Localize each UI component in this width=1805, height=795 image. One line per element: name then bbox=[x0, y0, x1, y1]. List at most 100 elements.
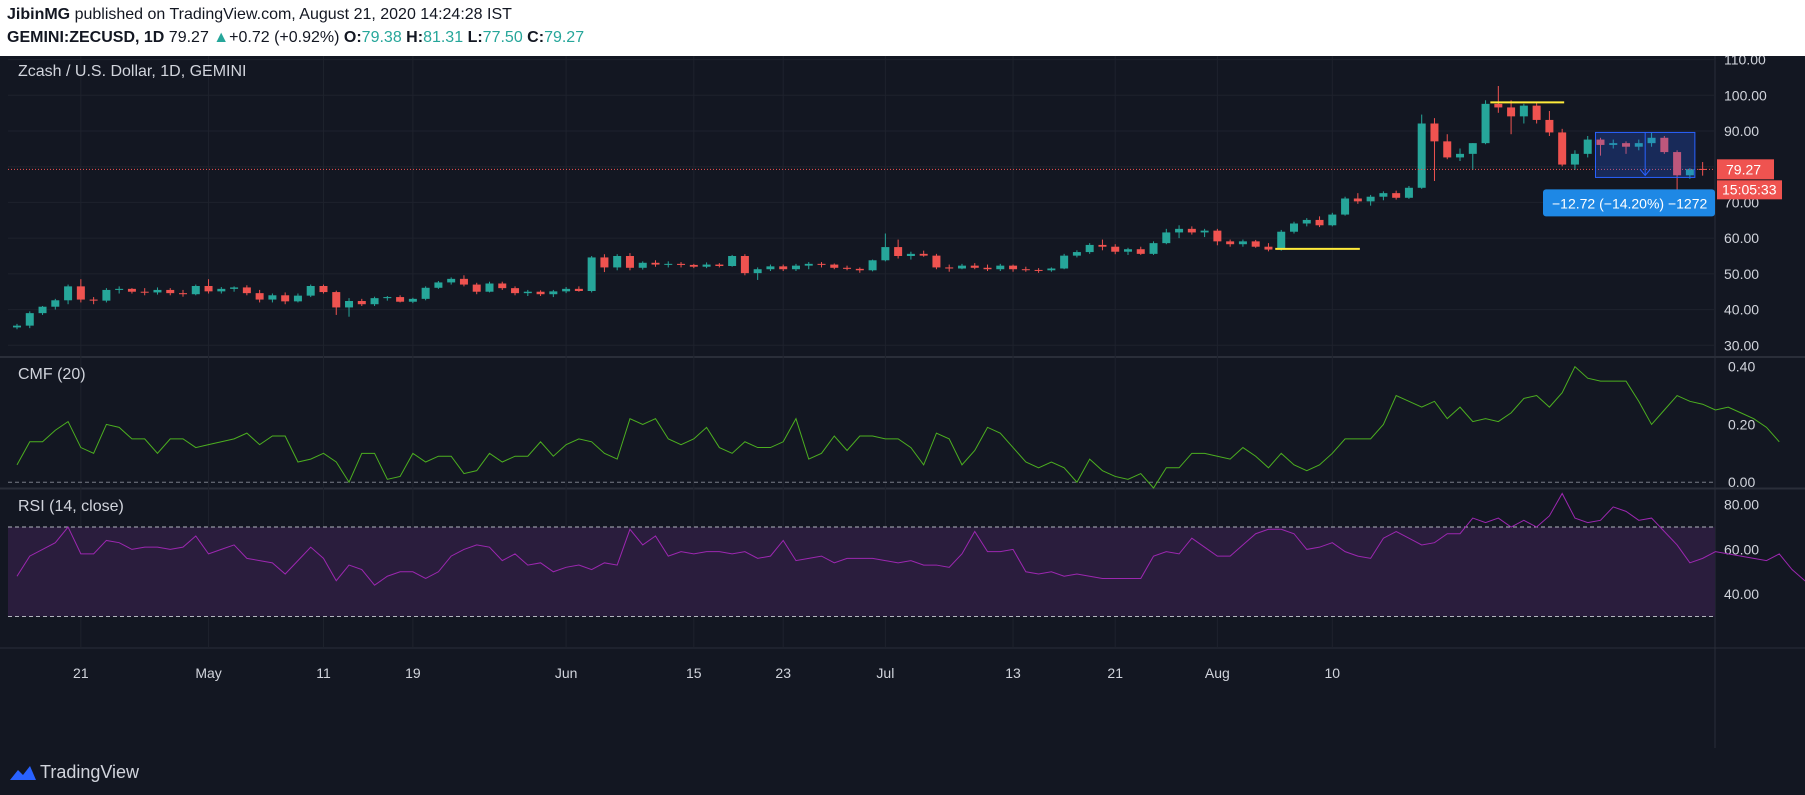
candle-body bbox=[523, 291, 532, 294]
symbol-ohlc-row: GEMINI:ZECUSD, 1D 79.27 ▲+0.72 (+0.92%) … bbox=[7, 29, 584, 47]
candle-body bbox=[1047, 268, 1056, 271]
time-tick-label: 19 bbox=[405, 665, 421, 681]
candle-body bbox=[1328, 214, 1337, 226]
time-tick-label: 23 bbox=[775, 665, 791, 681]
price-pane-title: Zcash / U.S. Dollar, 1D, GEMINI bbox=[18, 63, 247, 80]
candle-body bbox=[1596, 139, 1605, 145]
candle-body bbox=[664, 263, 673, 265]
candle-body bbox=[625, 256, 634, 268]
candle-body bbox=[1456, 153, 1465, 158]
price-tick-label: 40.00 bbox=[1724, 302, 1759, 318]
candle-body bbox=[191, 286, 200, 295]
candle-body bbox=[1481, 103, 1490, 144]
candle-body bbox=[587, 257, 596, 291]
candle-body bbox=[1583, 139, 1592, 154]
candle-body bbox=[817, 263, 826, 265]
candle-body bbox=[932, 255, 941, 268]
candle-body bbox=[1060, 255, 1069, 269]
candle-body bbox=[89, 299, 98, 301]
author-name[interactable]: JibinMG bbox=[7, 6, 71, 23]
candle-body bbox=[511, 288, 520, 294]
candle-body bbox=[1494, 103, 1503, 108]
time-tick-label: 21 bbox=[1107, 665, 1123, 681]
candle-body bbox=[1136, 249, 1145, 254]
candle-body bbox=[1111, 246, 1120, 252]
candle-body bbox=[957, 265, 966, 269]
candle-body bbox=[408, 298, 417, 302]
candle-body bbox=[1392, 193, 1401, 198]
candle-body bbox=[179, 293, 188, 295]
candle-body bbox=[230, 287, 239, 289]
candle-body bbox=[64, 286, 73, 301]
chart-area[interactable]: 110.00100.0090.0080.0070.0060.0050.0040.… bbox=[0, 56, 1805, 748]
candle-body bbox=[485, 283, 494, 292]
candle-body bbox=[1123, 249, 1132, 252]
candle-body bbox=[370, 298, 379, 305]
candle-body bbox=[562, 288, 571, 292]
candle-body bbox=[1545, 119, 1554, 133]
candle-body bbox=[1149, 243, 1158, 254]
candle-body bbox=[1353, 198, 1362, 202]
candle-body bbox=[702, 264, 711, 267]
footer-bar bbox=[0, 748, 1805, 795]
candle-body bbox=[1251, 241, 1260, 247]
candle-body bbox=[830, 264, 839, 268]
price-tick-label: 30.00 bbox=[1724, 337, 1759, 353]
candle-body bbox=[753, 269, 762, 274]
candle-body bbox=[1009, 265, 1018, 270]
candle-body bbox=[102, 289, 111, 301]
candle-body bbox=[498, 283, 507, 289]
candle-body bbox=[1238, 241, 1247, 245]
candle-body bbox=[1264, 246, 1273, 250]
candle-body bbox=[166, 289, 175, 294]
time-tick-label: 10 bbox=[1325, 665, 1341, 681]
tradingview-brand[interactable]: TradingView bbox=[40, 762, 140, 782]
candle-body bbox=[357, 301, 366, 305]
candle-body bbox=[459, 278, 468, 285]
candle-body bbox=[332, 292, 341, 308]
rsi-tick-label: 60.00 bbox=[1724, 541, 1759, 557]
candle-body bbox=[1570, 153, 1579, 165]
candle-body bbox=[549, 291, 558, 295]
candle-body bbox=[1443, 141, 1452, 158]
countdown-label: 15:05:33 bbox=[1722, 181, 1777, 197]
candle-body bbox=[919, 253, 928, 256]
cmf-tick-label: 0.40 bbox=[1728, 359, 1755, 375]
candle-body bbox=[1213, 230, 1222, 242]
candle-body bbox=[1290, 223, 1298, 232]
candle-body bbox=[983, 267, 992, 270]
candle-body bbox=[1021, 269, 1030, 271]
time-tick-label: May bbox=[195, 665, 221, 681]
open-value: 79.38 bbox=[361, 29, 402, 46]
chart-background bbox=[0, 56, 1805, 748]
candle-body bbox=[1315, 219, 1324, 226]
candle-body bbox=[651, 262, 660, 265]
candle-body bbox=[255, 293, 264, 300]
candle-body bbox=[779, 266, 788, 270]
measure-arrow-icon bbox=[1639, 169, 1651, 177]
publish-info: JibinMG published on TradingView.com, Au… bbox=[7, 6, 512, 24]
candle-body bbox=[383, 297, 392, 299]
candle-body bbox=[1698, 168, 1707, 170]
rsi-tick-label: 40.00 bbox=[1724, 586, 1759, 602]
published-text: published on TradingView.com, August 21,… bbox=[74, 6, 512, 23]
candle-body bbox=[1302, 219, 1311, 224]
candle-body bbox=[894, 247, 903, 256]
candle-body bbox=[677, 263, 686, 265]
candle-body bbox=[268, 295, 277, 300]
close-label: C: bbox=[527, 29, 545, 46]
candle-body bbox=[25, 313, 34, 326]
candle-body bbox=[1609, 143, 1618, 145]
rsi-line bbox=[16, 492, 1805, 586]
candle-body bbox=[1685, 169, 1694, 176]
candle-body bbox=[127, 288, 136, 292]
high-value: 81.31 bbox=[423, 29, 464, 46]
candle-body bbox=[574, 288, 583, 291]
candle-body bbox=[1072, 252, 1081, 256]
candle-body bbox=[293, 295, 302, 302]
candle-body bbox=[613, 256, 622, 268]
tradingview-logo-icon[interactable] bbox=[8, 762, 38, 784]
candle-body bbox=[1660, 137, 1669, 153]
candle-body bbox=[1532, 105, 1541, 120]
low-label: L: bbox=[467, 29, 483, 46]
